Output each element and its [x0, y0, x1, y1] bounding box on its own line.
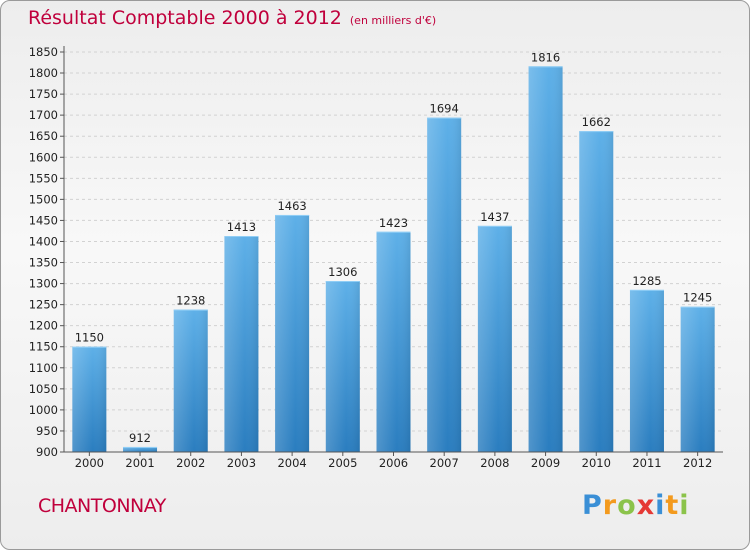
- data-label: 1413: [227, 220, 256, 234]
- y-tick-label: 1350: [29, 256, 58, 270]
- data-label: 1694: [430, 102, 459, 116]
- data-label: 1285: [632, 274, 661, 288]
- x-tick-label: 2000: [75, 456, 104, 470]
- logo-letter: P: [582, 490, 603, 521]
- y-tick-label: 1500: [29, 192, 58, 206]
- data-label: 1662: [582, 115, 611, 129]
- data-label: 1423: [379, 216, 408, 230]
- bar-shade: [629, 289, 664, 452]
- y-tick-label: 1150: [29, 340, 58, 354]
- bar-shade: [427, 117, 462, 453]
- y-tick-label: 1000: [29, 403, 58, 417]
- data-label: 1245: [683, 291, 712, 305]
- bar-shade: [72, 346, 107, 452]
- bar-shade: [528, 66, 563, 452]
- chart-subtitle: (en milliers d'€): [349, 14, 437, 27]
- chart-title: Résultat Comptable 2000 à 2012 (en millie…: [28, 7, 436, 29]
- data-label: 1463: [277, 199, 306, 213]
- x-tick-label: 2003: [227, 456, 256, 470]
- bars: [72, 66, 715, 453]
- x-tick-label: 2002: [176, 456, 205, 470]
- x-tick-label: 2004: [277, 456, 306, 470]
- bar-shade: [680, 306, 715, 452]
- bar-shade: [275, 214, 310, 452]
- y-tick-label: 1450: [29, 213, 58, 227]
- x-tick-label: 2010: [582, 456, 611, 470]
- x-tick-label: 2008: [480, 456, 509, 470]
- x-tick-label: 2006: [379, 456, 408, 470]
- y-tick-labels: 900 950 1000 1050 1100 1150 1200 1250 1300 1350 14…: [29, 45, 58, 459]
- x-tick-label: 2007: [430, 456, 459, 470]
- y-tick-label: 1550: [29, 171, 58, 185]
- bar-shade: [376, 231, 411, 452]
- logo-letter: o: [617, 490, 637, 521]
- bar-shade: [123, 446, 158, 452]
- bar-shade: [579, 131, 614, 452]
- data-label: 912: [129, 431, 151, 445]
- data-label: 1306: [328, 265, 357, 279]
- y-tick-label: 1800: [29, 66, 58, 80]
- x-tick-label: 2011: [632, 456, 661, 470]
- x-tick-label: 2012: [683, 456, 712, 470]
- logo-letter: i: [679, 490, 690, 521]
- x-tick-label: 2009: [531, 456, 560, 470]
- bar-shade: [224, 236, 259, 452]
- logo-letter: i: [655, 490, 666, 521]
- y-tick-label: 1650: [29, 129, 58, 143]
- y-tick-label: 1850: [29, 45, 58, 59]
- proxiti-logo: Proxiti: [582, 490, 690, 521]
- city-name: CHANTONNAY: [38, 495, 166, 517]
- y-tick-label: 1750: [29, 87, 58, 101]
- y-tick-label: 1250: [29, 298, 58, 312]
- x-tick-label: 2001: [125, 456, 154, 470]
- bar-shade: [173, 309, 208, 452]
- y-tick-label: 900: [36, 445, 58, 459]
- x-tick-labels: 2000 2001 2002 2003 2004 2005 2006 2007 2008 2009…: [75, 452, 712, 470]
- x-tick-label: 2005: [328, 456, 357, 470]
- title-text: Résultat Comptable 2000 à 2012: [28, 7, 342, 29]
- data-label: 1816: [531, 50, 560, 64]
- y-tick-label: 1400: [29, 234, 58, 248]
- y-tick-label: 1300: [29, 277, 58, 291]
- logo-letter: r: [602, 490, 618, 521]
- data-label: 1437: [480, 210, 509, 224]
- y-tick-label: 1700: [29, 108, 58, 122]
- logo-letter: t: [665, 490, 680, 521]
- bar-shade: [325, 281, 360, 452]
- y-tick-label: 1050: [29, 382, 58, 396]
- y-tick-label: 950: [36, 424, 58, 438]
- data-label: 1150: [75, 331, 104, 345]
- bar-shade: [477, 225, 512, 452]
- logo-letter: x: [636, 490, 656, 521]
- y-tick-label: 1200: [29, 319, 58, 333]
- y-tick-label: 1600: [29, 150, 58, 164]
- y-tick-label: 1100: [29, 361, 58, 375]
- data-label: 1238: [176, 294, 205, 308]
- data-labels: 1150 912 1238 1413 1463 1306 1423 1694 1437 1816 1…: [75, 50, 713, 445]
